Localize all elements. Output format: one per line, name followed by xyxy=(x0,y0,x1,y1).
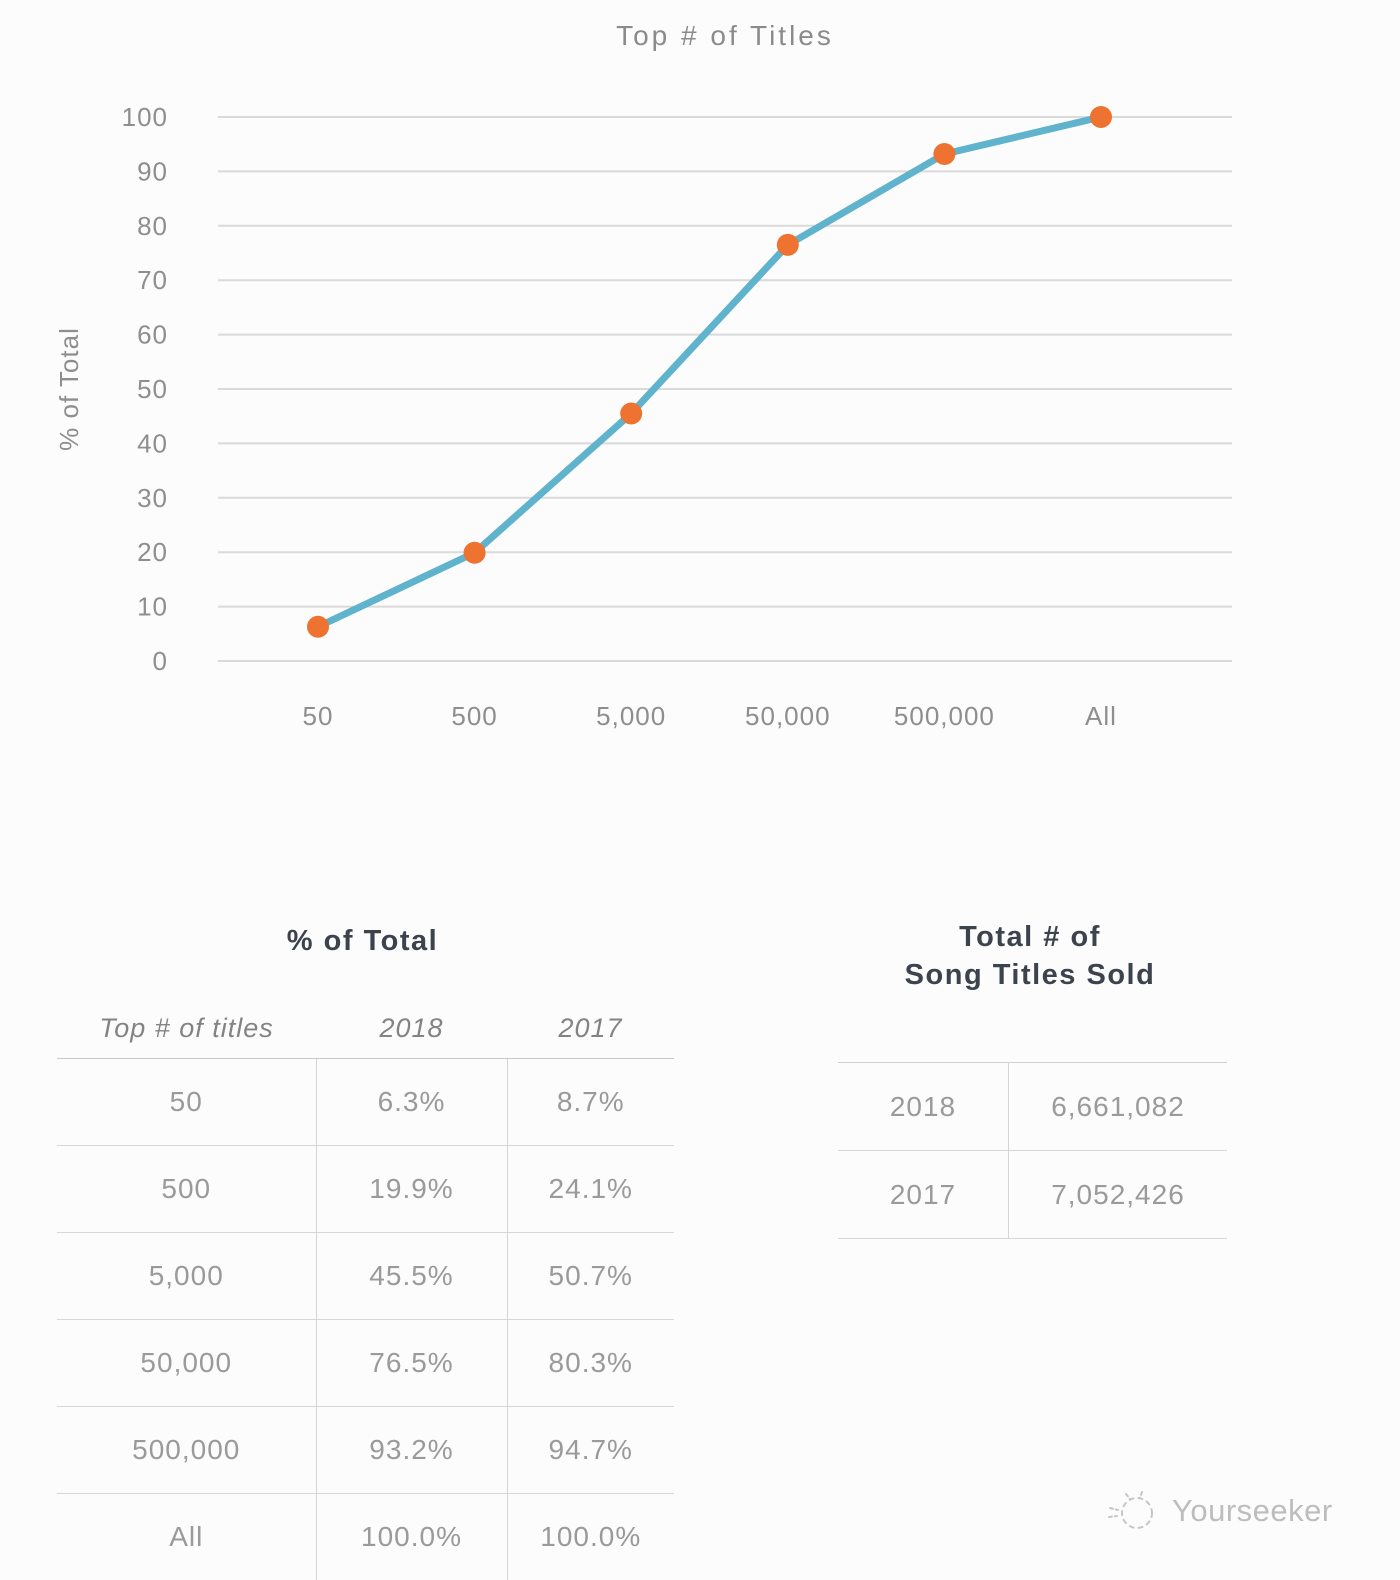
left-table-title: % of Total xyxy=(286,925,439,957)
data-point xyxy=(776,233,799,256)
table-cell: 5,000 xyxy=(57,1232,316,1320)
table-cell: 6,661,082 xyxy=(1008,1062,1227,1151)
y-tick-label: 10 xyxy=(137,592,168,622)
table-cell: 24.1% xyxy=(506,1145,674,1233)
table-cell: 500 xyxy=(57,1145,316,1233)
table-cell: 6.3% xyxy=(315,1058,507,1146)
column-header: 2017 xyxy=(507,998,674,1059)
table-cell: 50.7% xyxy=(506,1232,674,1320)
data-point xyxy=(307,615,329,638)
y-axis-label: % of Total xyxy=(54,327,84,451)
right-table-title-line1: Total # of xyxy=(959,921,1101,953)
data-point xyxy=(933,142,956,165)
watermark: Yourseeker xyxy=(1106,1486,1333,1536)
table-header-row: Top # of titles 2018 2017 xyxy=(57,998,674,1059)
y-tick-label: 80 xyxy=(137,211,168,241)
x-tick-label: All xyxy=(1085,701,1117,731)
chart-title: Top # of Titles xyxy=(616,20,834,51)
y-tick-label: 100 xyxy=(122,102,168,132)
column-header: 2018 xyxy=(316,998,507,1059)
table-cell: 100.0% xyxy=(315,1493,507,1580)
table-row: 50,000 76.5% 80.3% xyxy=(57,1319,674,1407)
table-cell: 50,000 xyxy=(57,1319,316,1407)
y-tick-label: 70 xyxy=(137,265,168,295)
table-row: 50 6.3% 8.7% xyxy=(57,1058,674,1146)
table-row: All 100.0% 100.0% xyxy=(57,1493,674,1580)
table-cell: 2018 xyxy=(838,1062,1009,1151)
y-tick-label: 90 xyxy=(137,156,168,186)
watermark-label: Yourseeker xyxy=(1172,1493,1333,1528)
table-cell: 100.0% xyxy=(506,1493,674,1580)
table-cell: 94.7% xyxy=(506,1406,674,1494)
x-tick-label: 500,000 xyxy=(894,701,995,731)
y-tick-label: 60 xyxy=(137,320,168,350)
data-line xyxy=(314,113,1105,631)
table-cell: 76.5% xyxy=(315,1319,507,1407)
data-point xyxy=(620,402,643,425)
table-cell: 500,000 xyxy=(57,1406,316,1494)
column-header: Top # of titles xyxy=(57,998,316,1059)
table-row: 500 19.9% 24.1% xyxy=(57,1145,674,1233)
table-row: 2017 7,052,426 xyxy=(838,1150,1227,1239)
y-tick-label: 20 xyxy=(137,537,168,567)
table-row: 500,000 93.2% 94.7% xyxy=(57,1406,674,1494)
table-cell: 50 xyxy=(57,1058,316,1146)
y-tick-label: 50 xyxy=(137,374,168,404)
table-cell: 80.3% xyxy=(506,1319,674,1407)
table-row: 5,000 45.5% 50.7% xyxy=(57,1232,674,1320)
data-point xyxy=(1090,106,1112,128)
titles-sold-table: 2018 6,661,082 2017 7,052,426 xyxy=(838,1062,1227,1239)
table-cell: 7,052,426 xyxy=(1008,1150,1227,1239)
x-tick-label: 5,000 xyxy=(596,701,666,731)
yourseeker-logo-icon xyxy=(1108,1491,1153,1529)
line-chart: 0 10 20 30 40 50 60 70 80 90 100 % of Total 50 500 5,0… xyxy=(54,102,1232,731)
y-tick-label: 30 xyxy=(137,483,168,513)
table-row: 2018 6,661,082 xyxy=(838,1062,1227,1151)
table-cell: 45.5% xyxy=(315,1232,507,1320)
right-table-title-line2: Song Titles Sold xyxy=(904,959,1156,991)
percent-of-total-table: Top # of titles 2018 2017 50 6.3% 8.7% 500 1… xyxy=(57,998,674,1580)
y-tick-label: 0 xyxy=(153,646,168,676)
x-tick-label: 50 xyxy=(303,701,334,731)
table-cell: All xyxy=(57,1493,316,1580)
right-table-title: Total # of Song Titles Sold xyxy=(838,918,1222,994)
table-cell: 2017 xyxy=(838,1150,1009,1239)
x-tick-label: 50,000 xyxy=(745,701,831,731)
table-cell: 19.9% xyxy=(315,1145,507,1233)
table-cell: 8.7% xyxy=(506,1058,674,1146)
y-tick-label: 40 xyxy=(137,428,168,458)
x-tick-label: 500 xyxy=(451,701,497,731)
data-point xyxy=(463,541,486,564)
table-cell: 93.2% xyxy=(315,1406,507,1494)
